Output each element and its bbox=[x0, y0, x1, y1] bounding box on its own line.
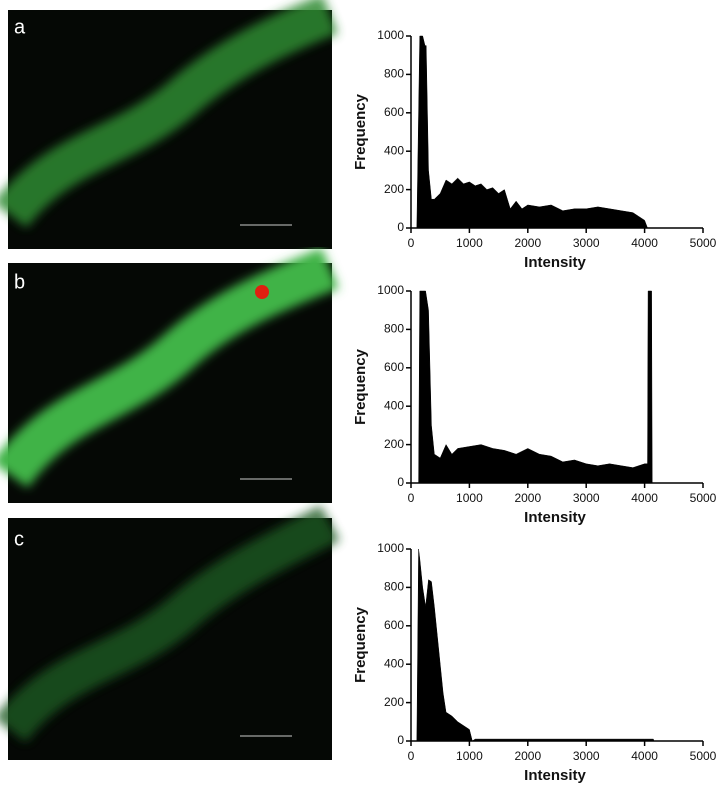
x-tick-label: 0 bbox=[408, 491, 415, 505]
x-tick-label: 0 bbox=[408, 749, 415, 763]
y-axis-label: Frequency bbox=[352, 348, 369, 425]
y-tick-label: 600 bbox=[384, 105, 404, 119]
x-tick-label: 0 bbox=[408, 236, 415, 250]
y-tick-label: 800 bbox=[384, 580, 404, 594]
x-tick-label: 3000 bbox=[573, 236, 600, 250]
x-tick-label: 1000 bbox=[456, 749, 483, 763]
x-tick-label: 4000 bbox=[631, 236, 658, 250]
y-tick-label: 400 bbox=[384, 398, 404, 412]
x-tick-label: 3000 bbox=[573, 491, 600, 505]
y-tick-label: 0 bbox=[397, 220, 404, 234]
x-tick-label: 4000 bbox=[631, 749, 658, 763]
y-tick-label: 600 bbox=[384, 360, 404, 374]
x-axis-label: Intensity bbox=[524, 767, 586, 784]
x-tick-label: 5000 bbox=[690, 749, 717, 763]
histogram-area bbox=[418, 290, 653, 484]
y-axis-label: Frequency bbox=[352, 93, 369, 170]
micrograph-b bbox=[0, 247, 339, 503]
y-tick-label: 1000 bbox=[377, 283, 404, 297]
micrograph-c bbox=[0, 505, 340, 760]
x-tick-label: 2000 bbox=[514, 491, 541, 505]
y-tick-label: 200 bbox=[384, 437, 404, 451]
y-tick-label: 0 bbox=[397, 733, 404, 747]
x-tick-label: 4000 bbox=[631, 491, 658, 505]
y-tick-label: 1000 bbox=[377, 28, 404, 42]
y-axis-label: Frequency bbox=[352, 606, 369, 683]
y-tick-label: 200 bbox=[384, 182, 404, 196]
x-tick-label: 3000 bbox=[573, 749, 600, 763]
micrograph-a bbox=[0, 0, 338, 249]
y-tick-label: 800 bbox=[384, 322, 404, 336]
x-tick-label: 2000 bbox=[514, 236, 541, 250]
y-tick-label: 200 bbox=[384, 695, 404, 709]
x-axis-label: Intensity bbox=[524, 509, 586, 526]
y-tick-label: 1000 bbox=[377, 541, 404, 555]
x-tick-label: 1000 bbox=[456, 491, 483, 505]
x-axis-label: Intensity bbox=[524, 254, 586, 271]
y-tick-label: 0 bbox=[397, 475, 404, 489]
y-tick-label: 400 bbox=[384, 656, 404, 670]
panel-label: b bbox=[14, 271, 25, 293]
histogram-area bbox=[416, 35, 651, 229]
x-tick-label: 2000 bbox=[514, 749, 541, 763]
panel-label: a bbox=[14, 16, 26, 38]
panel-label: c bbox=[14, 528, 24, 550]
x-tick-label: 1000 bbox=[456, 236, 483, 250]
y-tick-label: 400 bbox=[384, 143, 404, 157]
histogram-area bbox=[416, 548, 655, 742]
y-tick-label: 800 bbox=[384, 67, 404, 81]
x-tick-label: 5000 bbox=[690, 236, 717, 250]
x-tick-label: 5000 bbox=[690, 491, 717, 505]
y-tick-label: 600 bbox=[384, 618, 404, 632]
